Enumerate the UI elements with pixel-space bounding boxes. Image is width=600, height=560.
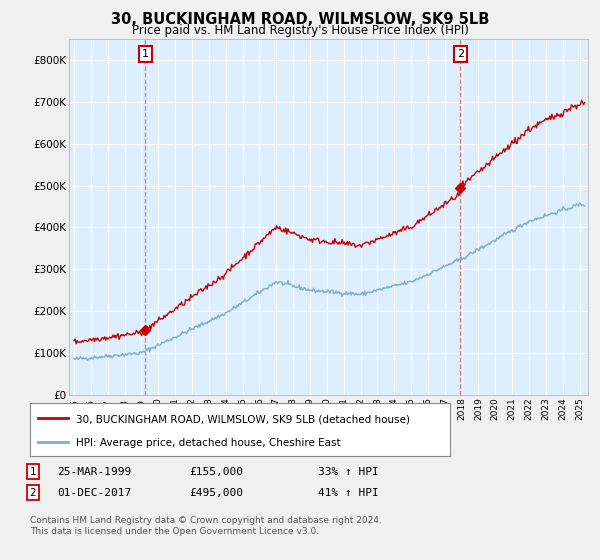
Text: 41% ↑ HPI: 41% ↑ HPI [318,488,379,498]
Text: 25-MAR-1999: 25-MAR-1999 [57,466,131,477]
Text: £495,000: £495,000 [189,488,243,498]
Text: 2: 2 [29,488,37,498]
Text: £155,000: £155,000 [189,466,243,477]
Text: Contains HM Land Registry data © Crown copyright and database right 2024.
This d: Contains HM Land Registry data © Crown c… [30,516,382,536]
Text: 1: 1 [142,49,149,59]
Text: 1: 1 [29,466,37,477]
Text: 30, BUCKINGHAM ROAD, WILMSLOW, SK9 5LB (detached house): 30, BUCKINGHAM ROAD, WILMSLOW, SK9 5LB (… [76,414,410,424]
Text: 33% ↑ HPI: 33% ↑ HPI [318,466,379,477]
Text: 01-DEC-2017: 01-DEC-2017 [57,488,131,498]
Text: HPI: Average price, detached house, Cheshire East: HPI: Average price, detached house, Ches… [76,437,341,447]
Text: 30, BUCKINGHAM ROAD, WILMSLOW, SK9 5LB: 30, BUCKINGHAM ROAD, WILMSLOW, SK9 5LB [111,12,489,27]
Text: Price paid vs. HM Land Registry's House Price Index (HPI): Price paid vs. HM Land Registry's House … [131,24,469,37]
Text: 2: 2 [457,49,464,59]
